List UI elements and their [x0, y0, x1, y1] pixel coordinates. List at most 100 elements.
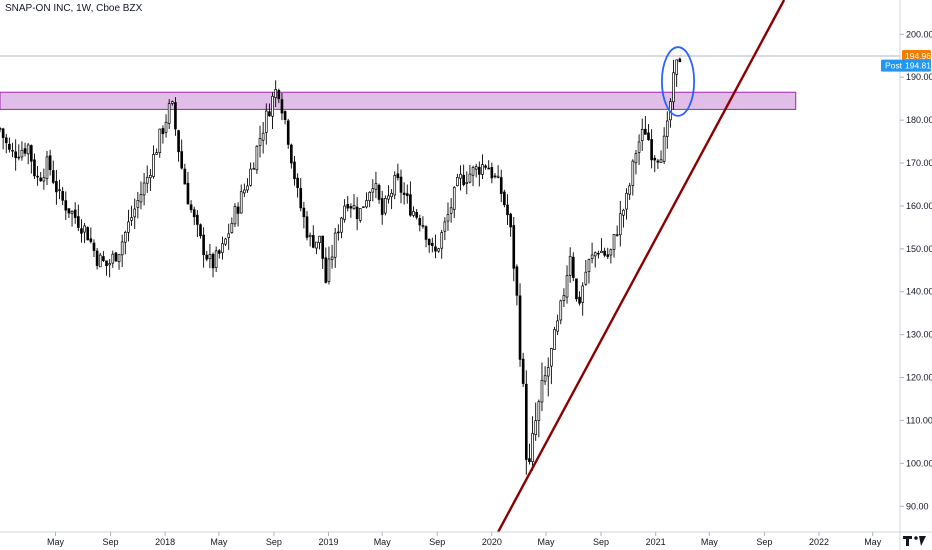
candle-body	[443, 221, 447, 232]
candles-layer	[0, 57, 682, 475]
candle-body	[152, 154, 155, 177]
candle-body	[409, 194, 412, 216]
candle-body	[587, 259, 591, 272]
candle-body	[293, 161, 296, 180]
candle-body	[603, 250, 606, 256]
x-tick-label: Sep	[429, 537, 445, 547]
x-tick-label: May	[864, 537, 882, 547]
x-tick-label: May	[210, 537, 228, 547]
candle-body	[192, 209, 196, 218]
y-tick-label: 190.00	[906, 72, 932, 82]
candle-body	[271, 95, 274, 117]
candle-body	[653, 157, 657, 161]
candle-body	[437, 248, 440, 252]
candle-body	[55, 181, 58, 193]
candle-body	[45, 156, 49, 179]
candle-body	[80, 228, 83, 234]
x-tick-label: Sep	[593, 537, 609, 547]
candle-body	[158, 128, 162, 153]
candle-body	[61, 191, 64, 201]
candle-body	[48, 155, 52, 170]
candle-body	[503, 191, 506, 206]
candle-body	[177, 130, 180, 153]
candle-body	[540, 379, 544, 403]
candle-body	[1, 128, 5, 138]
candle-body	[449, 207, 453, 214]
candle-body	[333, 232, 337, 258]
candle-body	[390, 192, 393, 198]
candle-body	[493, 175, 497, 178]
support-trendline	[497, 0, 786, 533]
candle-body	[221, 243, 224, 253]
candle-body	[23, 148, 27, 154]
candle-body	[58, 189, 61, 191]
candle-body	[474, 166, 478, 170]
candle-body	[67, 208, 71, 214]
candle-body	[550, 348, 553, 367]
candle-body	[465, 181, 469, 184]
y-tick-label: 120.00	[906, 373, 932, 383]
candle-body	[659, 159, 663, 164]
candle-body	[39, 177, 43, 182]
candle-body	[268, 111, 271, 117]
candle-body	[412, 211, 415, 216]
candle-body	[11, 149, 14, 152]
candle-body	[427, 238, 431, 246]
candle-body	[678, 58, 682, 63]
y-tick-label: 90.00	[906, 501, 929, 511]
candle-body	[546, 367, 550, 377]
candle-body	[330, 256, 334, 260]
candle-body	[8, 143, 11, 150]
candle-body	[117, 254, 121, 263]
candle-body	[139, 194, 143, 203]
candle-body	[650, 139, 653, 161]
candle-body	[396, 173, 400, 179]
candle-body	[446, 214, 450, 222]
candle-body	[384, 198, 387, 214]
candle-body	[640, 128, 644, 141]
candle-body	[399, 176, 403, 193]
candle-body	[70, 210, 74, 214]
candle-body	[374, 183, 378, 190]
candle-body	[0, 128, 2, 130]
candle-body	[421, 225, 425, 227]
candle-body	[521, 358, 525, 384]
candle-body	[274, 89, 278, 98]
candle-body	[305, 216, 309, 238]
candle-body	[255, 145, 259, 171]
x-tick-label: 2021	[646, 537, 666, 547]
candle-body	[343, 205, 346, 220]
candle-body	[217, 250, 221, 254]
candle-body	[321, 235, 324, 259]
candle-body	[318, 235, 321, 244]
candle-body	[123, 231, 127, 243]
candle-body	[606, 254, 610, 257]
candle-body	[515, 266, 519, 296]
post-tag-label: Post	[885, 61, 903, 71]
candle-body	[358, 208, 362, 221]
y-tick-label: 170.00	[906, 158, 932, 168]
candle-body	[424, 226, 428, 240]
candle-body	[120, 241, 124, 256]
candle-body	[280, 99, 284, 114]
candle-body	[89, 238, 93, 242]
candle-body	[261, 132, 265, 141]
candle-body	[83, 225, 86, 233]
candle-body	[349, 206, 353, 209]
candle-body	[227, 233, 231, 238]
candle-body	[136, 200, 140, 208]
candle-body	[230, 222, 234, 233]
candle-body	[509, 213, 512, 228]
candle-body	[130, 217, 133, 221]
candle-body	[402, 192, 406, 195]
x-tick-label: 2020	[482, 537, 502, 547]
candle-body	[233, 206, 237, 225]
candle-body	[487, 167, 491, 170]
candle-body	[127, 221, 130, 233]
candle-body	[590, 254, 594, 259]
candle-body	[161, 128, 165, 135]
candle-body	[302, 207, 306, 218]
y-tick-label: 110.00	[906, 415, 932, 425]
